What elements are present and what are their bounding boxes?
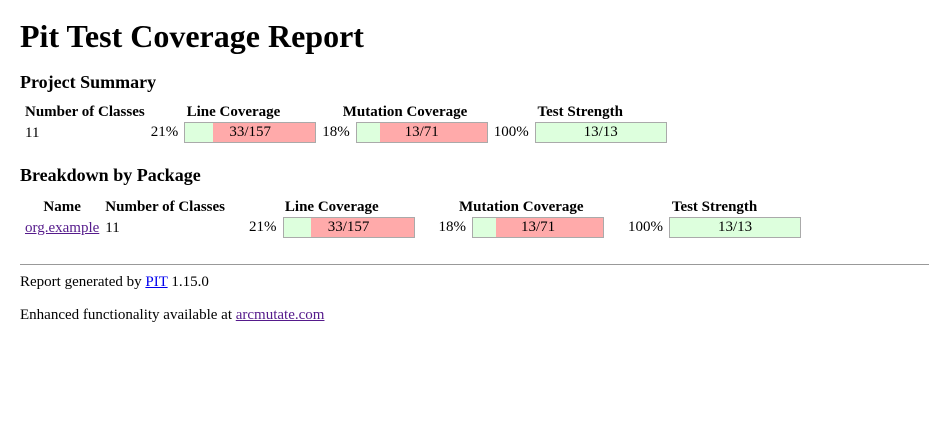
- coverage-bar: 33/157: [282, 217, 415, 239]
- coverage-bar: 13/71: [472, 217, 605, 239]
- text: Report generated by: [20, 274, 142, 291]
- col-header: Number of Classes: [105, 199, 226, 216]
- section-heading: Project Summary: [20, 72, 157, 92]
- percent: 18%: [438, 219, 467, 236]
- coverage-bar: 33/157: [184, 122, 317, 144]
- arcmutate-link[interactable]: arcmutate.com: [235, 307, 325, 324]
- coverage-bar: 13/71: [355, 122, 488, 144]
- divider: [20, 264, 929, 266]
- col-header: Name: [43, 199, 81, 216]
- coverage-legend: 13/13: [583, 124, 618, 141]
- col-header: Number of Classes: [25, 104, 145, 120]
- percent: 21%: [150, 124, 179, 140]
- coverage-legend: 13/71: [520, 219, 556, 236]
- coverage-fill: [283, 218, 311, 238]
- percent: 100%: [493, 124, 529, 140]
- cell: 100% 13/13: [492, 122, 669, 144]
- percent: 21%: [249, 219, 277, 236]
- percent: 18%: [322, 124, 350, 140]
- coverage-legend: 33/157: [229, 124, 272, 141]
- cell: 100% 13/13: [608, 217, 803, 239]
- breakdown-table: Name Number of Classes Line Coverage Mut…: [21, 197, 805, 239]
- cell: 18% 13/71: [320, 122, 490, 144]
- col-header: Line Coverage: [284, 199, 379, 216]
- package-link[interactable]: org.example: [25, 219, 100, 236]
- coverage-fill: [185, 123, 213, 143]
- text: Enhanced functionality available at: [20, 307, 232, 324]
- percent: 100%: [628, 219, 664, 236]
- col-header: Line Coverage: [186, 104, 281, 120]
- coverage-bar: 13/13: [534, 122, 667, 144]
- footer-line: Enhanced functionality available at arcm…: [20, 305, 929, 325]
- page: Pit Test Coverage Report Project Summary…: [0, 16, 929, 432]
- text: 1.15.0: [171, 274, 209, 291]
- classes: 11: [25, 124, 40, 141]
- cell: 18% 13/71: [419, 217, 607, 239]
- coverage-bar: 13/13: [669, 217, 802, 239]
- coverage-legend: 33/157: [327, 219, 370, 236]
- coverage-fill: [535, 123, 666, 143]
- cell: 21% 33/157: [149, 122, 319, 144]
- classes: 11: [105, 219, 120, 236]
- coverage-fill: [670, 218, 801, 238]
- pit-link[interactable]: PIT: [145, 274, 168, 291]
- col-header: Mutation Coverage: [459, 199, 584, 216]
- cell: 21% 33/157: [229, 217, 417, 239]
- title: Pit Test Coverage Report: [20, 18, 364, 54]
- coverage-legend: 13/71: [404, 124, 439, 141]
- col-header: Test Strength: [537, 104, 623, 120]
- footer-line: Report generated by PIT 1.15.0: [20, 272, 929, 292]
- coverage-legend: 13/13: [717, 219, 753, 236]
- summary-table: Number of Classes Line Coverage Mutation…: [21, 102, 671, 144]
- col-header: Mutation Coverage: [342, 104, 468, 120]
- coverage-fill: [473, 218, 497, 238]
- col-header: Test Strength: [671, 199, 758, 216]
- section-heading: Breakdown by Package: [20, 165, 201, 186]
- coverage-fill: [356, 123, 381, 143]
